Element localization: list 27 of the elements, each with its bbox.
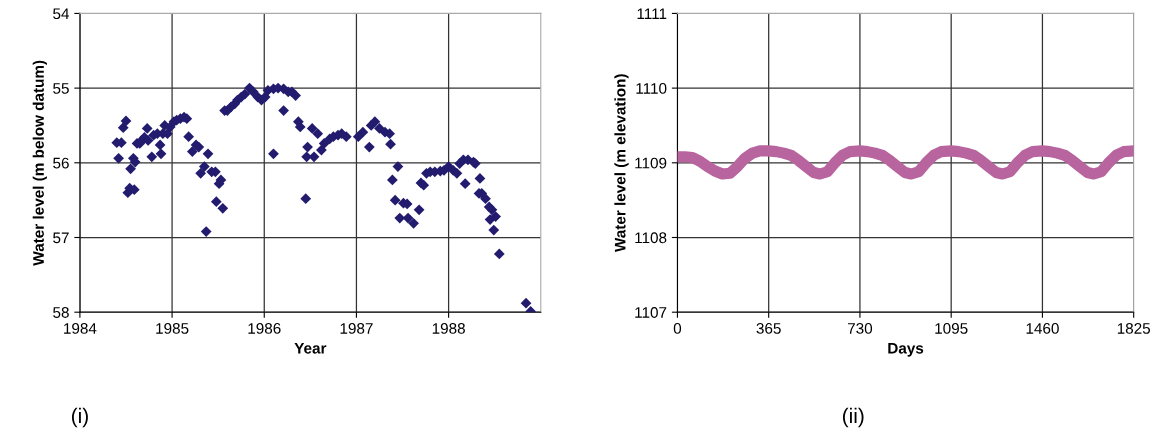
- x-axis-title: Days: [888, 342, 924, 357]
- x-tick-label: 1984: [64, 323, 97, 334]
- y-axis-title: Water level (m elevation): [614, 74, 629, 253]
- x-tick-label: 1460: [1026, 323, 1059, 334]
- y-tick-label: 56: [53, 157, 69, 169]
- x-axis-title: Year: [294, 342, 327, 354]
- x-tick-label: 730: [847, 323, 873, 334]
- x-tick-label: 1095: [935, 323, 968, 334]
- y-tick-label: 1108: [635, 232, 667, 244]
- text: (ii): [842, 407, 864, 428]
- x-tick-label: 1985: [156, 323, 189, 334]
- y-axis-title: Water level (m below datum): [32, 60, 47, 266]
- x-tick-label: 1986: [248, 323, 281, 334]
- x-tick-label: 1987: [340, 323, 373, 334]
- y-tick-label: 58: [53, 307, 69, 318]
- x-tick-label: 0: [673, 323, 682, 334]
- x-tick-label: 1825: [1117, 323, 1151, 334]
- y-tick-label: 1107: [635, 307, 667, 318]
- y-tick-label: 1110: [636, 82, 667, 94]
- text: (i): [71, 407, 88, 428]
- y-tick-label: 1109: [635, 157, 667, 169]
- x-tick-label: 1988: [432, 323, 465, 334]
- y-tick-label: 55: [53, 83, 69, 94]
- x-tick-label: 365: [756, 323, 781, 334]
- y-tick-label: 1111: [637, 8, 667, 19]
- y-tick-label: 57: [53, 232, 69, 244]
- y-tick-label: 54: [53, 8, 70, 20]
